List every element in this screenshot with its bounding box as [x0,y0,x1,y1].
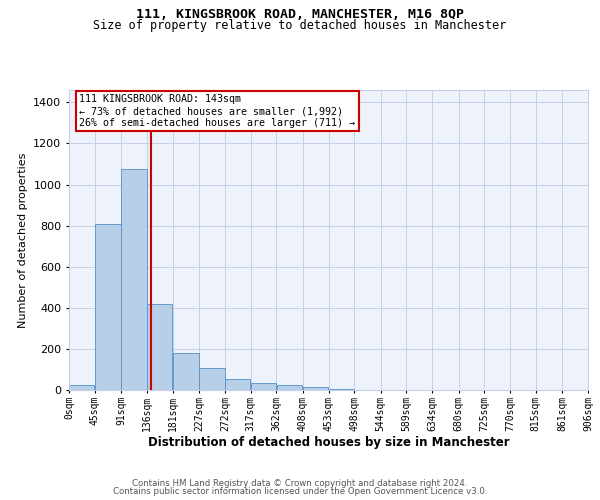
Bar [95,224,121,390]
Text: 111 KINGSBROOK ROAD: 143sqm
← 73% of detached houses are smaller (1,992)
26% of : 111 KINGSBROOK ROAD: 143sqm ← 73% of det… [79,94,355,128]
Bar [303,387,328,390]
Bar [199,368,224,390]
X-axis label: Distribution of detached houses by size in Manchester: Distribution of detached houses by size … [148,436,509,450]
Bar [277,385,302,390]
Bar [147,304,172,390]
Bar [251,383,276,390]
Bar [69,385,94,390]
Bar [121,169,146,390]
Bar [173,353,199,390]
Text: 111, KINGSBROOK ROAD, MANCHESTER, M16 8QP: 111, KINGSBROOK ROAD, MANCHESTER, M16 8Q… [136,8,464,20]
Text: Contains public sector information licensed under the Open Government Licence v3: Contains public sector information licen… [113,487,487,496]
Text: Size of property relative to detached houses in Manchester: Size of property relative to detached ho… [94,19,506,32]
Bar [329,389,354,390]
Text: Contains HM Land Registry data © Crown copyright and database right 2024.: Contains HM Land Registry data © Crown c… [132,478,468,488]
Y-axis label: Number of detached properties: Number of detached properties [17,152,28,328]
Bar [225,378,250,390]
